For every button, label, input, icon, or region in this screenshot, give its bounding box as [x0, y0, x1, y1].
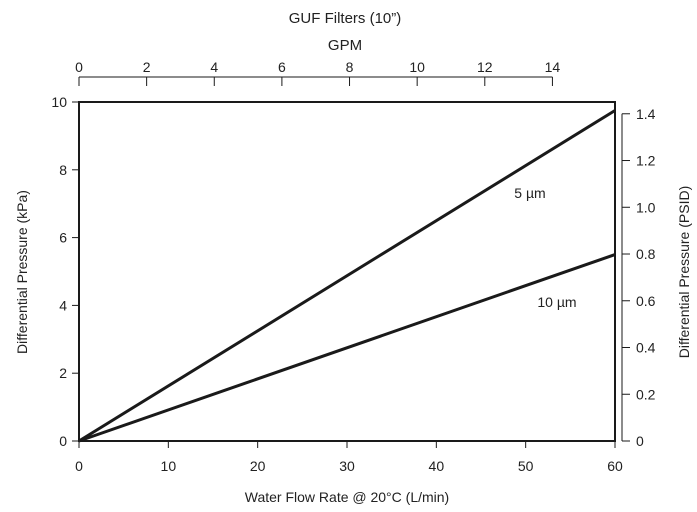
top-tick-label: 2 — [143, 59, 151, 75]
top-tick-label: 0 — [75, 59, 83, 75]
x-tick-label: 0 — [75, 458, 83, 474]
y-tick-label: 6 — [59, 230, 67, 246]
x-tick-label: 30 — [339, 458, 355, 474]
right-tick-label: 1.0 — [636, 199, 656, 215]
top-tick-label: 8 — [346, 59, 354, 75]
series-line — [78, 109, 616, 443]
right-tick-label: 0.2 — [636, 386, 656, 402]
top-axis-label: GPM — [328, 37, 362, 54]
right-tick-label: 0.4 — [636, 340, 656, 356]
right-tick-label: 1.4 — [636, 106, 656, 122]
y-tick-label: 8 — [59, 162, 67, 178]
top-tick-label: 10 — [409, 59, 425, 75]
x-axis-label: Water Flow Rate @ 20°C (L/min) — [245, 489, 449, 505]
y-axis-label: Differential Pressure (kPa) — [14, 190, 30, 354]
right-axis: 0 0.2 0.4 0.6 0.8 1.0 1.2 1.4 — [621, 106, 656, 449]
top-tick-label: 14 — [545, 59, 561, 75]
x-axis: 0 10 20 30 40 50 60 — [75, 441, 623, 474]
series-layer: 5 µm 10 µm — [78, 109, 616, 443]
y-tick-label: 10 — [51, 94, 67, 110]
x-tick-label: 50 — [518, 458, 534, 474]
x-tick-label: 40 — [429, 458, 445, 474]
y-tick-label: 2 — [59, 365, 67, 381]
series-label: 10 µm — [537, 294, 576, 310]
right-tick-label: 1.2 — [636, 153, 656, 169]
top-tick-label: 6 — [278, 59, 286, 75]
x-tick-label: 60 — [607, 458, 623, 474]
series-line — [78, 253, 616, 443]
chart-title: GUF Filters (10”) — [289, 10, 402, 27]
plot-frame — [78, 101, 616, 442]
top-axis: 0 2 4 6 8 10 12 14 — [75, 59, 560, 86]
top-tick-label: 4 — [210, 59, 218, 75]
right-tick-label: 0.8 — [636, 246, 656, 262]
y-right-axis-label: Differential Pressure (PSID) — [676, 186, 692, 358]
x-tick-label: 10 — [161, 458, 177, 474]
y-tick-label: 0 — [59, 433, 67, 449]
series-label: 5 µm — [514, 185, 545, 201]
x-tick-label: 20 — [250, 458, 266, 474]
top-tick-label: 12 — [477, 59, 493, 75]
y-tick-label: 4 — [59, 297, 67, 313]
y-axis: 0 2 4 6 8 10 — [51, 94, 79, 449]
right-tick-label: 0.6 — [636, 293, 656, 309]
right-tick-label: 0 — [636, 433, 644, 449]
